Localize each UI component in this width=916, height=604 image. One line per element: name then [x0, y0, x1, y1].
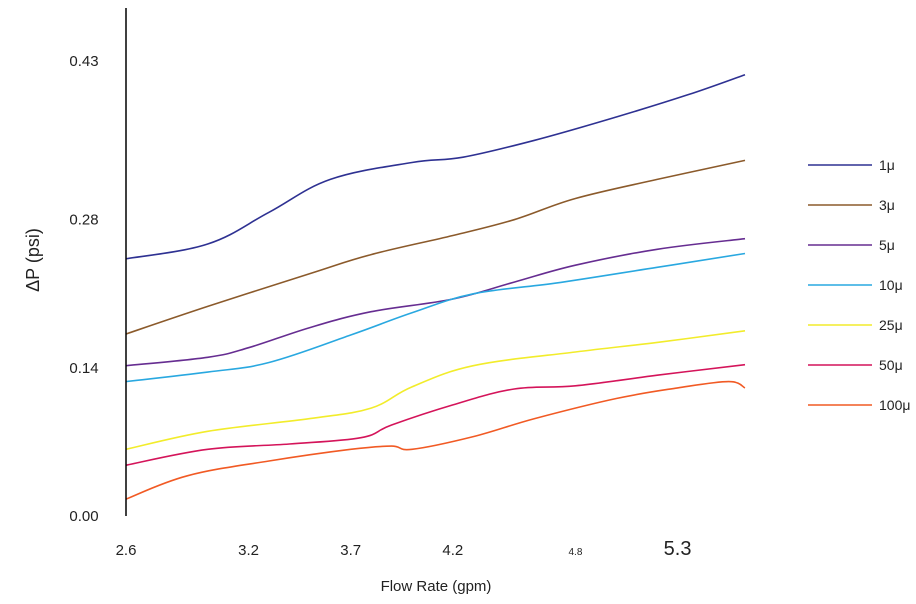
series-line-10u: [125, 252, 746, 383]
legend-label-10u: 10μ: [879, 277, 903, 293]
y-tick-label: 0.43: [69, 53, 98, 70]
series-line-25u: [125, 330, 746, 451]
series-line-3u: [125, 159, 746, 335]
legend-label-5u: 5μ: [879, 237, 895, 253]
legend-label-100u: 100μ: [879, 397, 910, 413]
x-tick-label: 4.2: [442, 542, 463, 559]
y-tick-label: 0.14: [69, 360, 98, 377]
legend-label-3u: 3μ: [879, 197, 895, 213]
series-line-50u: [125, 363, 746, 466]
series-line-100u: [125, 380, 746, 500]
x-tick-label: 3.2: [238, 542, 259, 559]
y-tick-labels: 0.00 0.14 0.28 0.43: [69, 53, 98, 525]
x-axis-title: Flow Rate (gpm): [381, 578, 492, 595]
y-axis-title: ΔP (psi): [23, 228, 43, 292]
y-tick-label: 0.28: [69, 212, 98, 229]
x-tick-labels: 2.6 3.2 3.7 4.2 4.8 5.3: [116, 538, 692, 560]
x-tick-label: 4.8: [568, 547, 582, 558]
x-tick-label: 2.6: [116, 542, 137, 559]
legend-label-50u: 50μ: [879, 357, 903, 373]
y-tick-label: 0.00: [69, 508, 98, 525]
x-tick-label: 3.7: [340, 542, 361, 559]
series-line-1u: [125, 73, 746, 260]
series-layer: [125, 73, 746, 500]
legend-label-25u: 25μ: [879, 317, 903, 333]
legend: 1μ 3μ 5μ 10μ 25μ 50μ 100μ: [808, 157, 910, 413]
series-line-5u: [125, 237, 746, 367]
legend-label-1u: 1μ: [879, 157, 895, 173]
x-tick-label: 5.3: [664, 538, 692, 560]
